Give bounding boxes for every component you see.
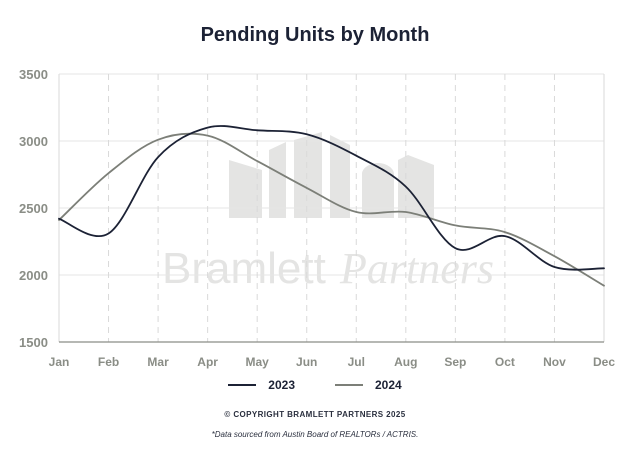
legend-item-2024: 2024 (335, 378, 402, 392)
y-tick-label-2500: 2500 (19, 201, 48, 216)
y-tick-label-3500: 3500 (19, 67, 48, 82)
y-tick-label-2000: 2000 (19, 268, 48, 283)
copyright-text: © COPYRIGHT BRAMLETT PARTNERS 2025 (224, 410, 406, 419)
legend-label-2024: 2024 (375, 378, 402, 392)
x-tick-label-nov: Nov (543, 355, 566, 369)
y-tick-labels: 1500 2000 2500 3000 3500 (19, 67, 48, 350)
y-tick-label-1500: 1500 (19, 335, 48, 350)
legend-swatch-2024 (335, 384, 363, 386)
x-tick-label-jun: Jun (296, 355, 317, 369)
grid (59, 73, 604, 342)
x-tick-label-sep: Sep (444, 355, 466, 369)
watermark-text-a: Bramlett (162, 244, 326, 293)
legend-label-2023: 2023 (268, 378, 295, 392)
legend-item-2023: 2023 (228, 378, 295, 392)
x-tick-label-aug: Aug (394, 355, 417, 369)
legend-swatch-2023 (228, 384, 257, 386)
x-tick-labels: Jan Feb Mar Apr May Jun Jul Aug Sep Oct Nov Dec (49, 355, 616, 369)
x-tick-label-jan: Jan (49, 355, 70, 369)
axes (58, 74, 605, 343)
watermark-logo: Bramlett Partners (162, 132, 494, 293)
source-note: *Data sourced from Austin Board of REALT… (211, 430, 419, 439)
x-tick-label-mar: Mar (147, 355, 169, 369)
x-tick-label-may: May (246, 355, 270, 369)
x-tick-label-dec: Dec (593, 355, 615, 369)
y-tick-label-3000: 3000 (19, 134, 48, 149)
x-tick-label-jul: Jul (348, 355, 365, 369)
chart-title: Pending Units by Month (200, 24, 430, 46)
watermark-text-b: Partners (339, 244, 494, 293)
x-tick-label-feb: Feb (98, 355, 119, 369)
legend: 2023 2024 (0, 378, 630, 392)
x-tick-label-oct: Oct (495, 355, 515, 369)
watermark-building-icon (229, 132, 434, 218)
series (58, 125, 605, 287)
series-line-2023 (58, 125, 605, 271)
x-tick-label-apr: Apr (197, 355, 218, 369)
series-line-2024 (58, 132, 605, 287)
